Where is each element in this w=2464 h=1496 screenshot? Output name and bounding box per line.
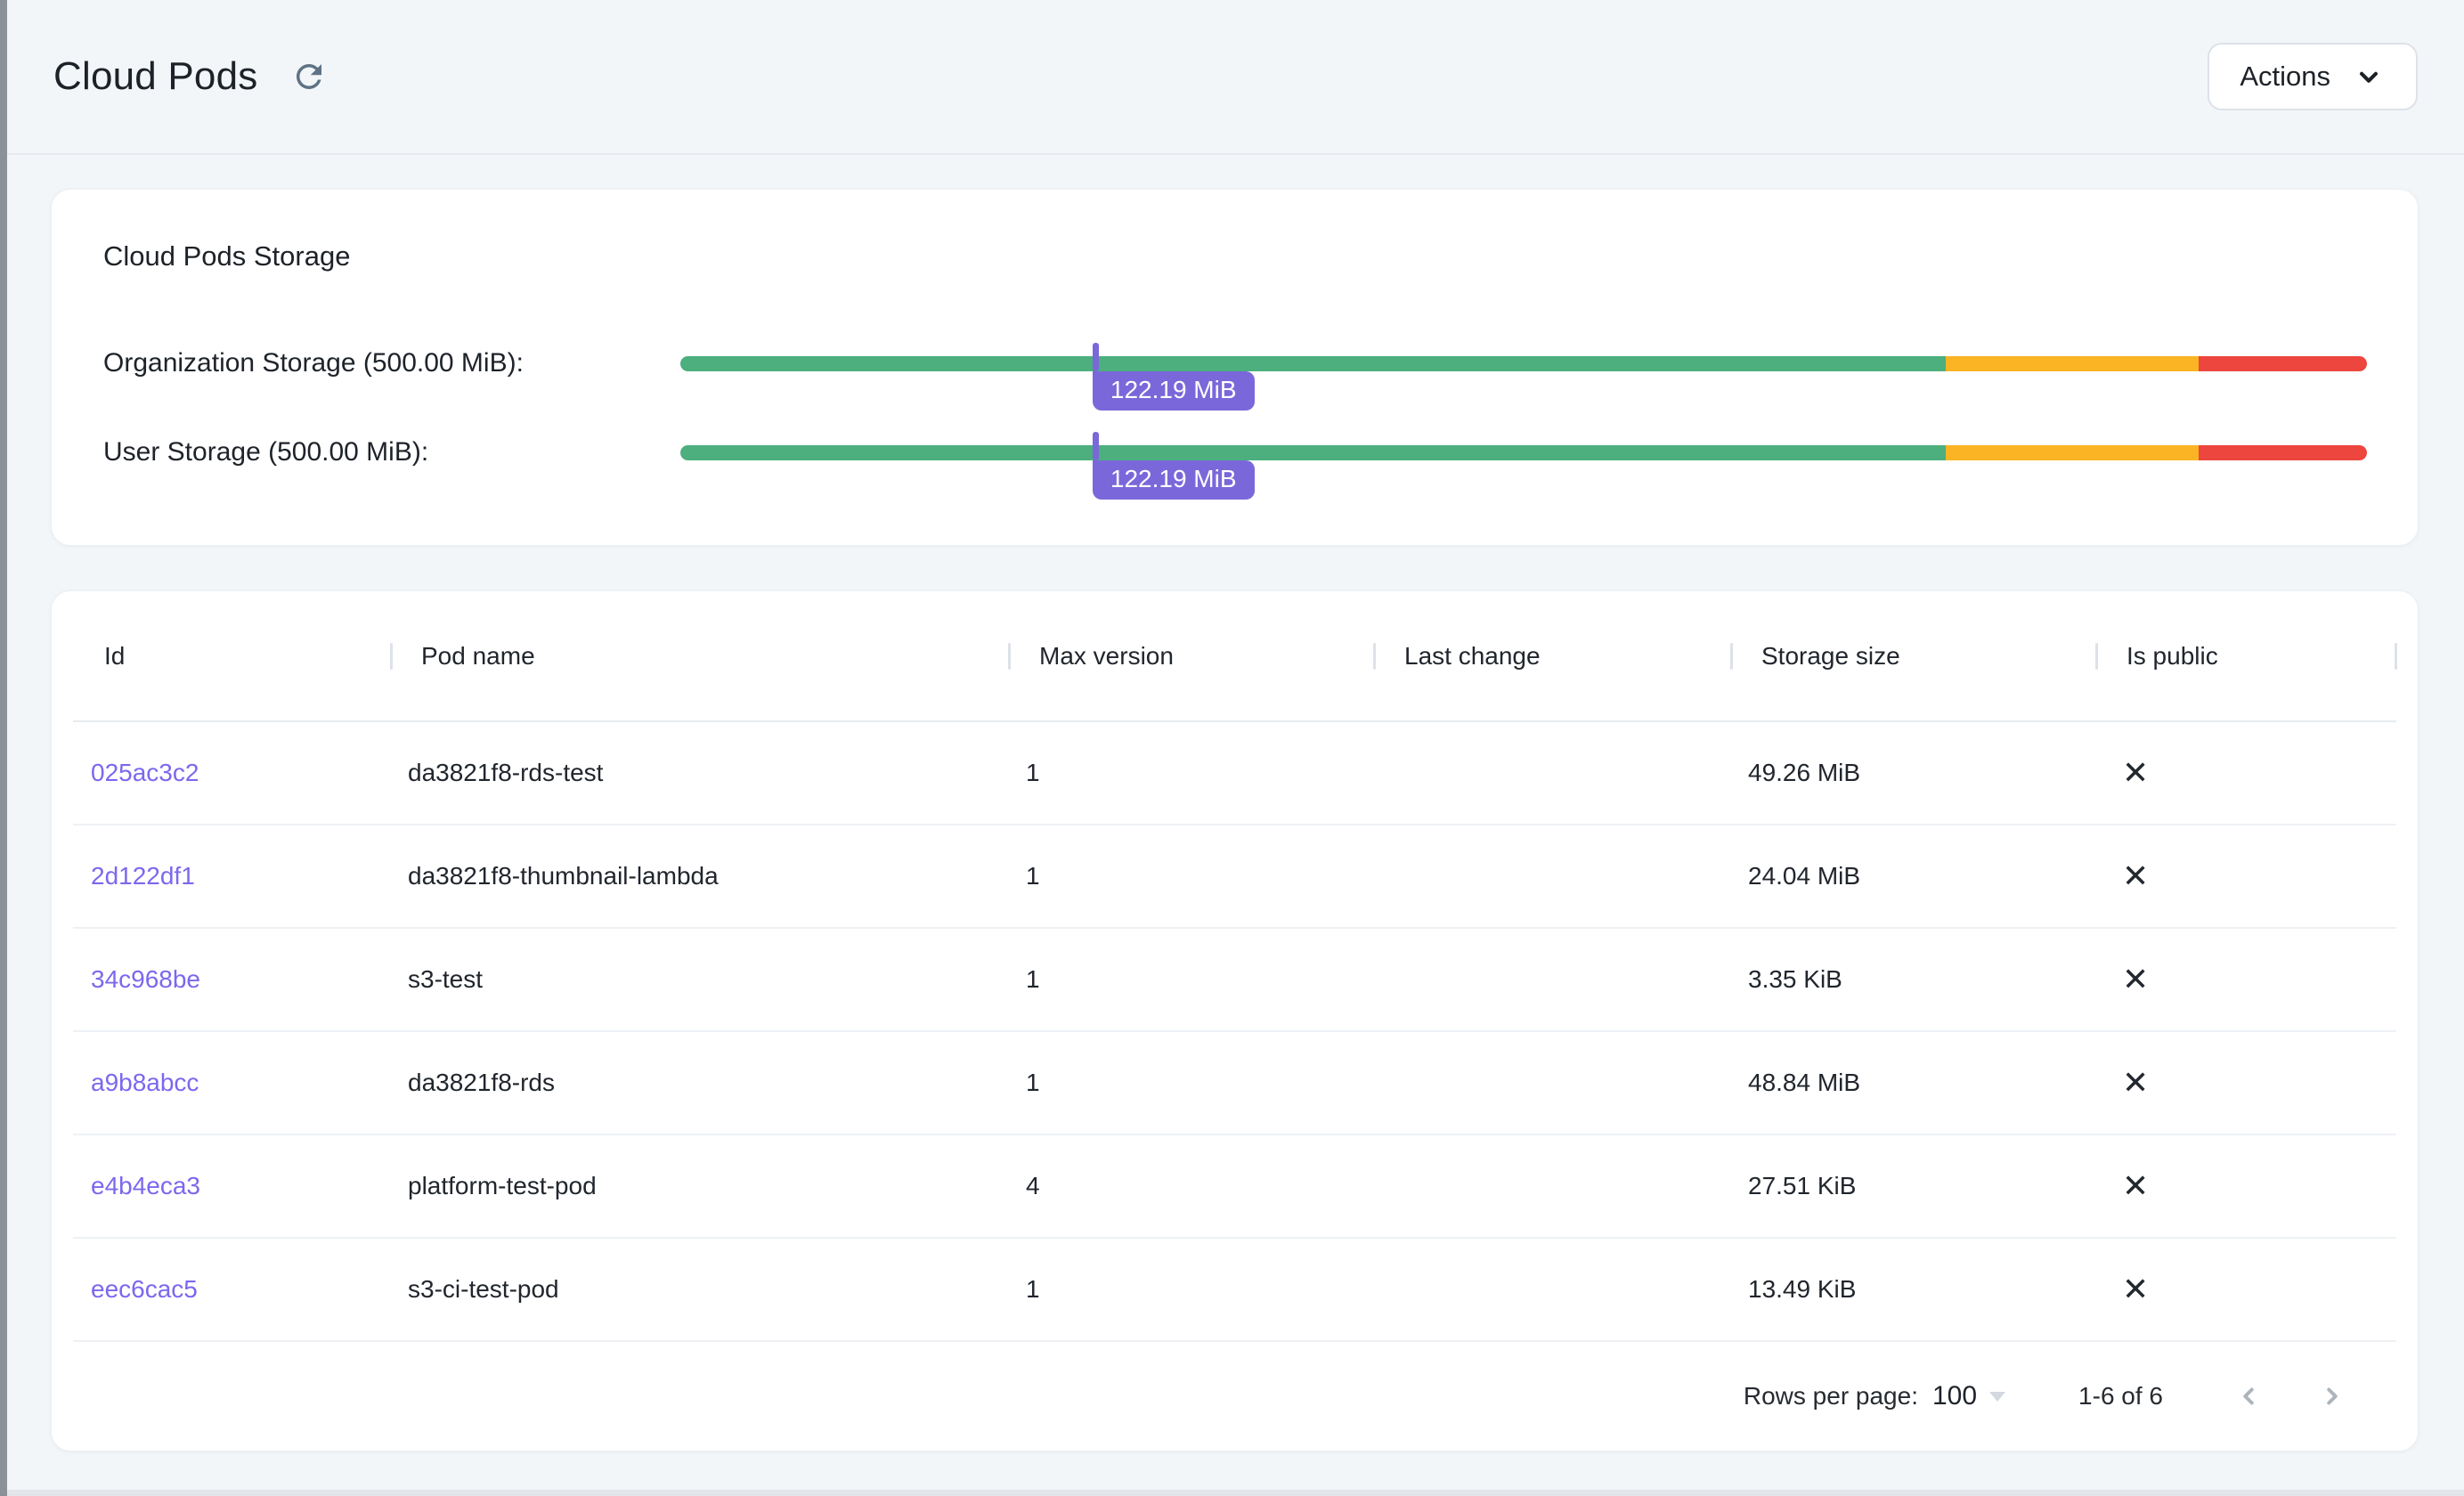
last-change-cell (1373, 929, 1730, 1030)
storage-size-cell: 24.04 MiB (1748, 862, 1861, 890)
pod-name-cell: da3821f8-rds (408, 1069, 556, 1096)
pod-id-link[interactable]: 34c968be (91, 965, 201, 993)
chevron-down-icon (2352, 60, 2386, 94)
storage-size-cell: 27.51 KiB (1748, 1172, 1857, 1199)
column-header-storage-size[interactable]: Storage size (1730, 591, 2095, 720)
organization-storage-label: Organization Storage (500.00 MiB): (103, 348, 524, 378)
chevron-left-icon (2232, 1380, 2265, 1412)
close-icon: ✕ (2122, 858, 2150, 894)
max-version-cell: 1 (1026, 965, 1040, 993)
previous-page-button[interactable] (2232, 1380, 2265, 1412)
storage-usage-marker (1092, 342, 1099, 371)
table-row: eec6cac5 s3-ci-test-pod 1 13.49 KiB ✕ (73, 1239, 2396, 1342)
storage-size-cell: 3.35 KiB (1748, 965, 1842, 993)
window-left-edge (0, 0, 7, 1496)
pod-name-cell: s3-ci-test-pod (408, 1275, 559, 1303)
next-page-button[interactable] (2316, 1380, 2348, 1412)
storage-size-cell: 49.26 MiB (1748, 759, 1861, 786)
is-public-cell: ✕ (2095, 1239, 2397, 1340)
table-header-row: Id Pod name Max version Last change Stor… (73, 591, 2396, 722)
max-version-cell: 4 (1026, 1172, 1040, 1199)
user-storage-bar: 122.19 MiB (680, 431, 2367, 500)
pod-id-link[interactable]: 025ac3c2 (91, 759, 199, 786)
close-icon: ✕ (2122, 1064, 2150, 1101)
close-icon: ✕ (2122, 1271, 2150, 1307)
is-public-cell: ✕ (2095, 1032, 2397, 1134)
refresh-icon (290, 58, 328, 95)
storage-bar-danger-segment (2198, 355, 2367, 371)
storage-bar-safe-segment (680, 444, 1946, 460)
storage-usage-marker (1092, 431, 1099, 460)
refresh-button[interactable] (288, 55, 330, 98)
close-icon: ✕ (2122, 1167, 2150, 1204)
max-version-cell: 1 (1026, 1069, 1040, 1096)
table-row: 025ac3c2 da3821f8-rds-test 1 49.26 MiB ✕ (73, 722, 2396, 825)
last-change-cell (1373, 825, 1730, 927)
storage-size-cell: 48.84 MiB (1748, 1069, 1861, 1096)
rows-per-page-value: 100 (1931, 1381, 1978, 1411)
table-row: e4b4eca3 platform-test-pod 4 27.51 KiB ✕ (73, 1135, 2396, 1239)
table-row: a9b8abcc da3821f8-rds 1 48.84 MiB ✕ (73, 1032, 2396, 1135)
storage-bar-warn-segment (1945, 355, 2199, 371)
pod-name-cell: platform-test-pod (408, 1172, 597, 1199)
table-row: 34c968be s3-test 1 3.35 KiB ✕ (73, 929, 2396, 1032)
max-version-cell: 1 (1026, 862, 1040, 890)
pod-id-link[interactable]: eec6cac5 (91, 1275, 198, 1303)
column-header-id[interactable]: Id (104, 641, 126, 670)
rows-per-page-label: Rows per page: (1743, 1382, 1918, 1410)
rows-per-page-select[interactable]: 100 (1931, 1381, 2006, 1411)
column-header-last-change[interactable]: Last change (1373, 591, 1730, 720)
is-public-cell: ✕ (2095, 929, 2397, 1030)
storage-bar-danger-segment (2198, 444, 2367, 460)
close-icon: ✕ (2122, 961, 2150, 997)
window-bottom-edge (0, 1490, 2464, 1496)
column-header-is-public[interactable]: Is public (2095, 591, 2397, 720)
storage-size-cell: 13.49 KiB (1748, 1275, 1857, 1303)
page-title: Cloud Pods (53, 54, 258, 98)
page-header: Cloud Pods Actions (0, 0, 2464, 155)
pagination-range-label: 1-6 of 6 (2078, 1382, 2163, 1410)
pagination-nav (2232, 1380, 2348, 1412)
pod-id-link[interactable]: e4b4eca3 (91, 1172, 201, 1199)
column-header-max-version[interactable]: Max version (1008, 591, 1373, 720)
pod-name-cell: da3821f8-rds-test (408, 759, 604, 786)
is-public-cell: ✕ (2095, 1135, 2397, 1237)
pod-id-link[interactable]: a9b8abcc (91, 1069, 199, 1096)
table-pagination: Rows per page: 100 1-6 of 6 (73, 1342, 2396, 1451)
close-icon: ✕ (2122, 754, 2150, 791)
pod-name-cell: da3821f8-thumbnail-lambda (408, 862, 719, 890)
storage-usage-badge: 122.19 MiB (1092, 370, 1255, 411)
user-storage-label: User Storage (500.00 MiB): (103, 437, 429, 467)
user-storage-row: User Storage (500.00 MiB): 122.19 MiB (103, 408, 2367, 500)
actions-button[interactable]: Actions (2208, 43, 2418, 110)
pod-id-link[interactable]: 2d122df1 (91, 862, 195, 890)
organization-storage-bar: 122.19 MiB (680, 342, 2367, 411)
max-version-cell: 1 (1026, 759, 1040, 786)
select-caret-icon (1989, 1391, 2006, 1402)
is-public-cell: ✕ (2095, 722, 2397, 824)
last-change-cell (1373, 1135, 1730, 1237)
cloud-pods-storage-card: Cloud Pods Storage Organization Storage … (51, 189, 2419, 546)
is-public-cell: ✕ (2095, 825, 2397, 927)
cloud-pods-table-card: Id Pod name Max version Last change Stor… (51, 590, 2419, 1451)
max-version-cell: 1 (1026, 1275, 1040, 1303)
chevron-right-icon (2316, 1380, 2348, 1412)
storage-bar-safe-segment (680, 355, 1946, 371)
last-change-cell (1373, 722, 1730, 824)
organization-storage-row: Organization Storage (500.00 MiB): 122.1… (103, 319, 2367, 411)
column-header-pod-name[interactable]: Pod name (390, 591, 1008, 720)
table-row: 2d122df1 da3821f8-thumbnail-lambda 1 24.… (73, 825, 2396, 929)
storage-card-title: Cloud Pods Storage (103, 240, 351, 272)
storage-bar-track (680, 444, 2367, 460)
last-change-cell (1373, 1239, 1730, 1340)
storage-bar-track (680, 355, 2367, 371)
actions-button-label: Actions (2240, 61, 2330, 92)
storage-usage-badge: 122.19 MiB (1092, 459, 1255, 500)
pod-name-cell: s3-test (408, 965, 484, 993)
last-change-cell (1373, 1032, 1730, 1134)
storage-bar-warn-segment (1945, 444, 2199, 460)
